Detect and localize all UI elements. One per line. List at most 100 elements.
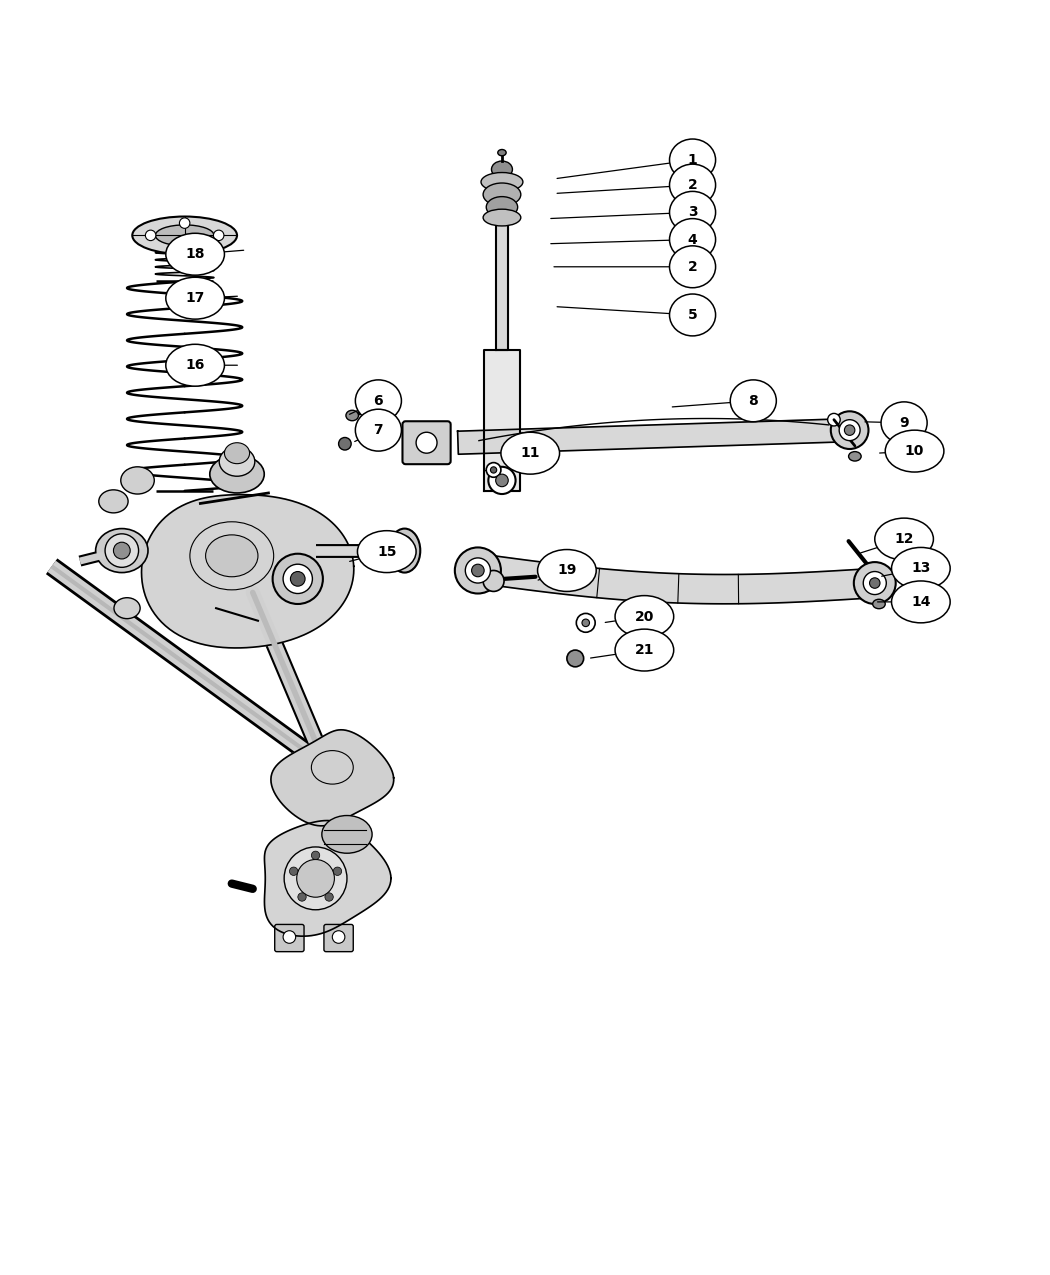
Text: 7: 7 bbox=[374, 423, 383, 437]
Ellipse shape bbox=[388, 529, 420, 572]
Text: 9: 9 bbox=[899, 416, 909, 430]
Text: 2: 2 bbox=[688, 260, 697, 274]
Circle shape bbox=[827, 413, 840, 426]
Circle shape bbox=[290, 867, 298, 876]
Text: 15: 15 bbox=[377, 544, 397, 558]
Text: 10: 10 bbox=[905, 444, 924, 458]
Ellipse shape bbox=[121, 467, 154, 493]
Circle shape bbox=[486, 463, 501, 477]
Ellipse shape bbox=[491, 161, 512, 177]
Ellipse shape bbox=[114, 598, 140, 618]
Ellipse shape bbox=[99, 490, 128, 513]
Ellipse shape bbox=[538, 550, 596, 592]
Ellipse shape bbox=[486, 196, 518, 218]
Ellipse shape bbox=[498, 149, 506, 156]
Ellipse shape bbox=[670, 191, 716, 233]
Polygon shape bbox=[265, 821, 391, 936]
Ellipse shape bbox=[670, 246, 716, 288]
Ellipse shape bbox=[670, 139, 716, 181]
Circle shape bbox=[298, 892, 307, 901]
Text: 16: 16 bbox=[186, 358, 205, 372]
Ellipse shape bbox=[96, 529, 148, 572]
Circle shape bbox=[180, 242, 190, 252]
Ellipse shape bbox=[219, 448, 255, 477]
Ellipse shape bbox=[395, 536, 414, 565]
Circle shape bbox=[471, 565, 484, 576]
Circle shape bbox=[291, 571, 306, 587]
Ellipse shape bbox=[615, 629, 674, 671]
Text: 11: 11 bbox=[521, 446, 540, 460]
Circle shape bbox=[332, 931, 344, 944]
Circle shape bbox=[465, 558, 490, 583]
Ellipse shape bbox=[206, 536, 258, 576]
Circle shape bbox=[213, 230, 224, 241]
Circle shape bbox=[180, 218, 190, 228]
Circle shape bbox=[297, 859, 334, 898]
Ellipse shape bbox=[166, 277, 225, 319]
FancyBboxPatch shape bbox=[402, 421, 450, 464]
Text: 8: 8 bbox=[749, 394, 758, 408]
Ellipse shape bbox=[166, 344, 225, 386]
Ellipse shape bbox=[166, 233, 225, 275]
Ellipse shape bbox=[730, 380, 776, 422]
Circle shape bbox=[839, 419, 860, 441]
Circle shape bbox=[496, 474, 508, 487]
Ellipse shape bbox=[357, 530, 416, 572]
Circle shape bbox=[284, 565, 313, 594]
Ellipse shape bbox=[345, 411, 358, 421]
Ellipse shape bbox=[210, 455, 265, 493]
Circle shape bbox=[105, 534, 139, 567]
Ellipse shape bbox=[891, 581, 950, 623]
Circle shape bbox=[273, 553, 323, 604]
Circle shape bbox=[324, 892, 333, 901]
Ellipse shape bbox=[481, 172, 523, 191]
Text: 6: 6 bbox=[374, 394, 383, 408]
Ellipse shape bbox=[483, 209, 521, 226]
Text: 18: 18 bbox=[186, 247, 205, 261]
Circle shape bbox=[854, 562, 896, 604]
Text: 1: 1 bbox=[688, 153, 697, 167]
Text: 12: 12 bbox=[895, 532, 914, 546]
Ellipse shape bbox=[322, 816, 372, 853]
Circle shape bbox=[869, 578, 880, 588]
Ellipse shape bbox=[873, 599, 885, 608]
Circle shape bbox=[455, 547, 501, 594]
Ellipse shape bbox=[355, 409, 401, 451]
Polygon shape bbox=[496, 198, 508, 351]
FancyBboxPatch shape bbox=[324, 924, 353, 951]
Ellipse shape bbox=[225, 442, 250, 464]
Ellipse shape bbox=[155, 224, 214, 246]
Circle shape bbox=[831, 412, 868, 449]
Circle shape bbox=[576, 613, 595, 632]
Text: 13: 13 bbox=[911, 561, 930, 575]
Circle shape bbox=[490, 467, 497, 473]
Ellipse shape bbox=[670, 218, 716, 260]
Ellipse shape bbox=[881, 402, 927, 444]
Circle shape bbox=[416, 432, 437, 453]
Text: 20: 20 bbox=[634, 609, 654, 623]
Text: 3: 3 bbox=[688, 205, 697, 219]
Ellipse shape bbox=[875, 518, 933, 560]
Polygon shape bbox=[458, 418, 850, 454]
Text: 4: 4 bbox=[688, 232, 697, 246]
Polygon shape bbox=[476, 553, 876, 604]
Polygon shape bbox=[271, 729, 394, 826]
Ellipse shape bbox=[670, 295, 716, 335]
FancyBboxPatch shape bbox=[275, 924, 304, 951]
Ellipse shape bbox=[615, 595, 674, 638]
Ellipse shape bbox=[891, 547, 950, 589]
Circle shape bbox=[338, 437, 351, 450]
Ellipse shape bbox=[132, 217, 237, 254]
Ellipse shape bbox=[670, 164, 716, 207]
Circle shape bbox=[567, 650, 584, 667]
Circle shape bbox=[113, 542, 130, 558]
Polygon shape bbox=[484, 351, 520, 491]
Circle shape bbox=[145, 230, 155, 241]
Ellipse shape bbox=[848, 451, 861, 462]
Text: 14: 14 bbox=[911, 595, 930, 609]
Ellipse shape bbox=[501, 432, 560, 474]
Circle shape bbox=[333, 867, 341, 876]
Circle shape bbox=[582, 620, 589, 626]
Ellipse shape bbox=[355, 380, 401, 422]
Circle shape bbox=[844, 425, 855, 435]
